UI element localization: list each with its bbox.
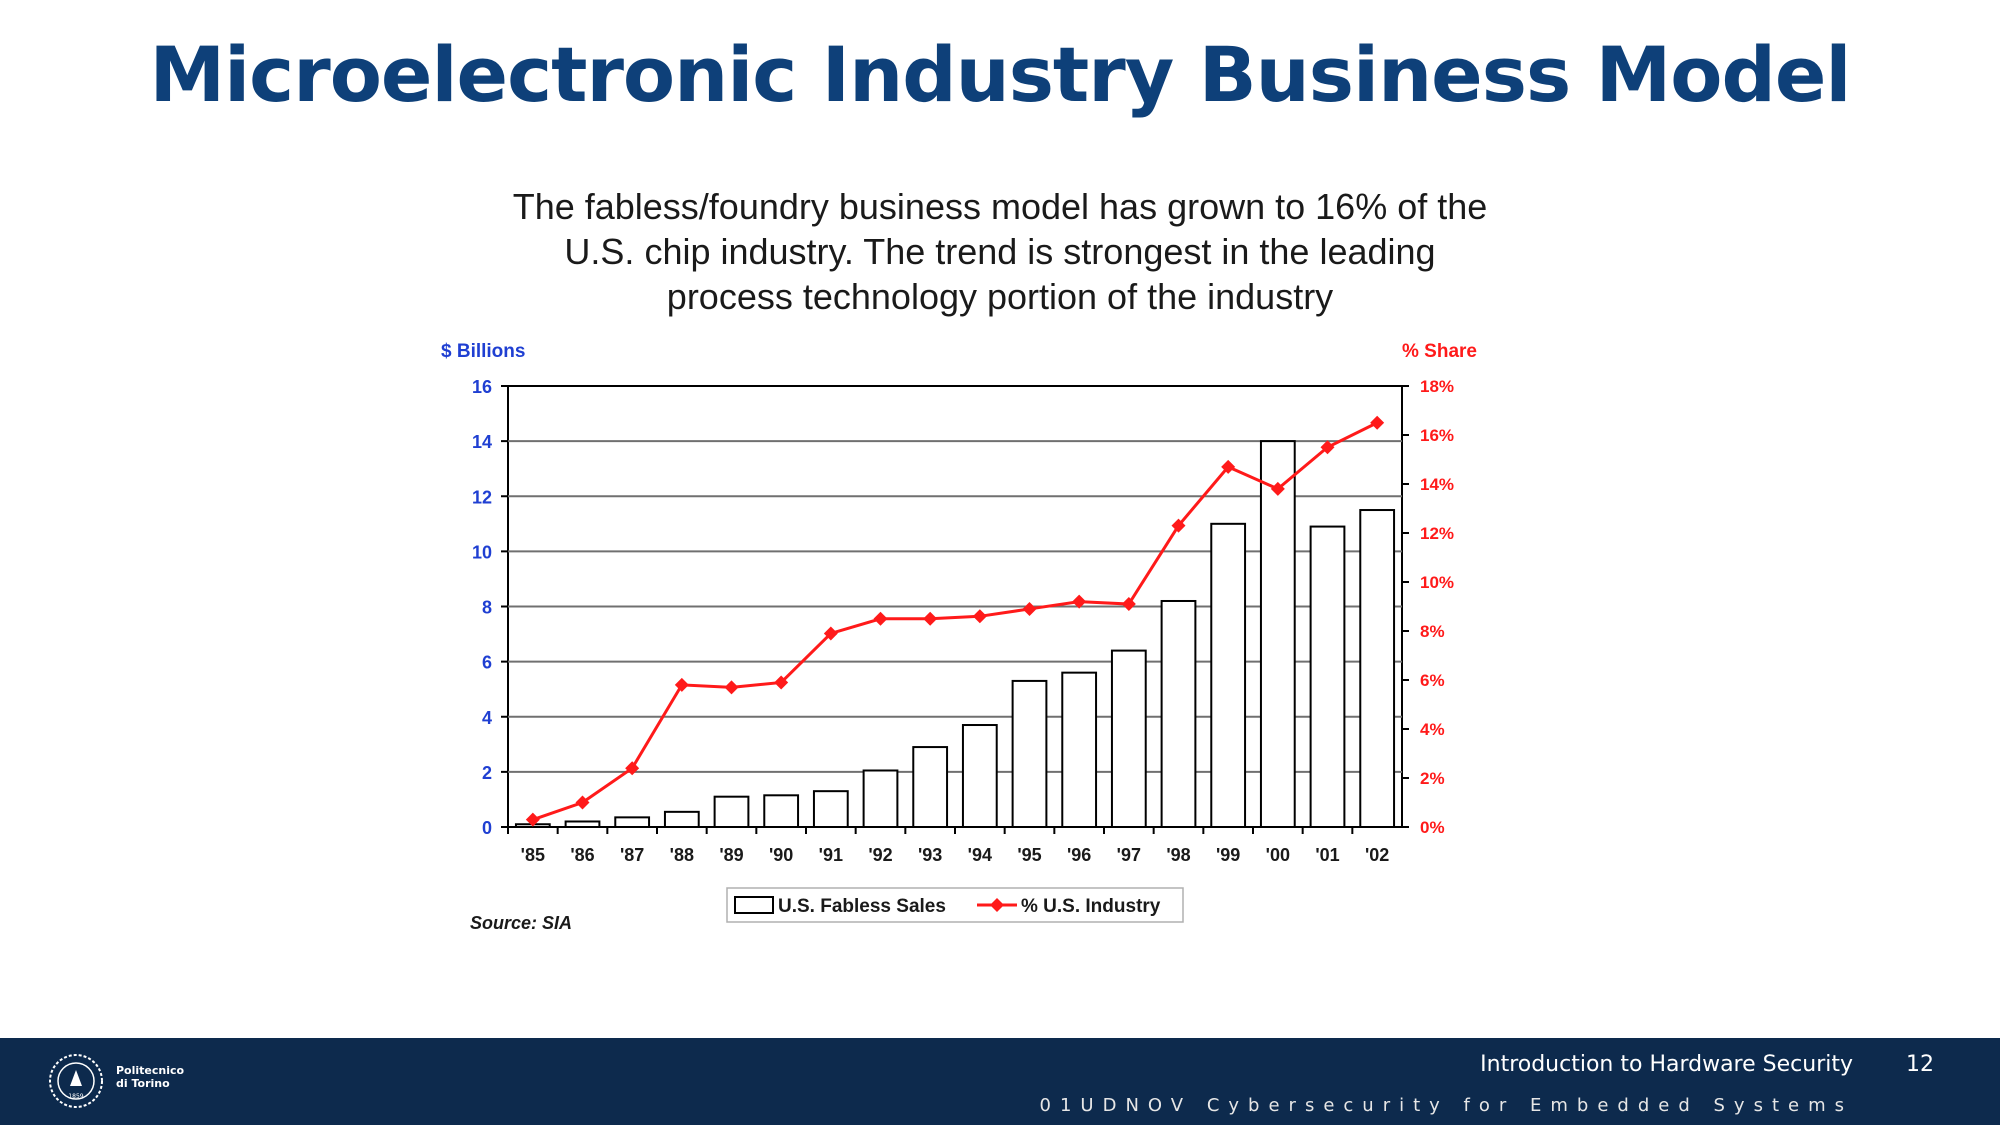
bar xyxy=(1259,440,1296,828)
bar xyxy=(1011,679,1048,829)
x-tick-label: '91 xyxy=(819,845,843,865)
right-tick-label: 8% xyxy=(1420,622,1445,641)
x-tick-label: '96 xyxy=(1067,845,1091,865)
legend xyxy=(726,887,1184,923)
legend-line-marker xyxy=(990,898,1004,912)
bar xyxy=(614,816,651,829)
bar xyxy=(564,820,601,828)
left-tick-label: 8 xyxy=(482,598,492,618)
bar xyxy=(763,794,800,828)
line-point xyxy=(923,611,938,626)
x-tick-label: '95 xyxy=(1017,845,1041,865)
right-tick-label: 0% xyxy=(1420,818,1445,837)
logo-text: Politecnico di Torino xyxy=(116,1064,184,1090)
line-series xyxy=(532,421,1378,822)
left-tick-label: 14 xyxy=(472,432,492,452)
line-point xyxy=(823,626,838,641)
seal-icon: 1859 xyxy=(49,1054,103,1108)
politecnico-logo: 1859 Politecnico di Torino xyxy=(46,1048,236,1114)
line-point xyxy=(724,680,739,695)
right-tick-label: 14% xyxy=(1420,475,1454,494)
line-point xyxy=(873,611,888,626)
line-point xyxy=(575,795,590,810)
bar xyxy=(1359,509,1396,828)
line-point xyxy=(1121,597,1136,612)
logo-line: Politecnico xyxy=(116,1064,185,1077)
line-point xyxy=(774,675,789,690)
bar xyxy=(1061,671,1098,829)
x-tick-label: '99 xyxy=(1216,845,1240,865)
course-title: Introduction to Hardware Security xyxy=(1480,1052,1853,1077)
bar xyxy=(912,746,949,828)
x-tick-label: '01 xyxy=(1315,845,1339,865)
x-tick-label: '02 xyxy=(1365,845,1389,865)
slide-title: Microelectronic Industry Business Model xyxy=(149,30,1852,119)
x-tick-label: '00 xyxy=(1266,845,1290,865)
line-point xyxy=(1221,459,1236,474)
footer: 1859 Politecnico di Torino Introduction … xyxy=(0,1038,2000,1125)
chart: 0 2 4 6 8 10 12 14 16 0% 2% 4% 6% 8% 10% 12% 14% 16% 18% $ … xyxy=(441,341,1477,933)
bar xyxy=(1210,522,1247,828)
x-tick-label: '87 xyxy=(620,845,644,865)
bar xyxy=(1309,525,1346,828)
line-point xyxy=(1171,518,1186,533)
logo-line: di Torino xyxy=(116,1077,170,1090)
left-tick-label: 6 xyxy=(482,653,492,673)
right-tick-label: 2% xyxy=(1420,769,1445,788)
left-tick-label: 10 xyxy=(472,542,492,562)
y-left-label: $ Billions xyxy=(441,341,525,362)
line-point xyxy=(1370,415,1385,430)
logo-year: 1859 xyxy=(68,1093,83,1100)
x-tick-label: '94 xyxy=(968,845,992,865)
left-tick-label: 0 xyxy=(482,818,492,838)
line-point xyxy=(525,812,540,827)
line-point xyxy=(625,761,640,776)
line-point xyxy=(1270,481,1285,496)
right-tick-label: 4% xyxy=(1420,720,1445,739)
bar xyxy=(663,810,700,829)
right-tick-label: 10% xyxy=(1420,573,1454,592)
bar xyxy=(1110,649,1147,828)
chart-title: The fabless/foundry business model has g… xyxy=(400,184,1600,319)
chart-title-line: The fabless/foundry business model has g… xyxy=(512,186,1488,227)
right-tick-label: 6% xyxy=(1420,671,1445,690)
legend-bar-label: U.S. Fabless Sales xyxy=(778,896,946,917)
x-tick-label: '89 xyxy=(719,845,743,865)
x-tick-label: '90 xyxy=(769,845,793,865)
bar xyxy=(713,795,750,829)
chart-title-line: process technology portion of the indust… xyxy=(666,276,1334,317)
left-tick-label: 16 xyxy=(472,377,492,397)
right-tick-label: 18% xyxy=(1420,377,1454,396)
legend-line-label: % U.S. Industry xyxy=(1021,896,1161,917)
y-right-label: % Share xyxy=(1402,341,1477,362)
course-subtitle: 01UDNOV Cybersecurity for Embedded Syste… xyxy=(1039,1095,1853,1116)
chart-source: Source: SIA xyxy=(470,913,572,933)
left-tick-label: 4 xyxy=(482,708,492,728)
line-point xyxy=(972,609,987,624)
x-tick-label: '88 xyxy=(670,845,694,865)
line-point xyxy=(1072,594,1087,609)
chart-title-line: U.S. chip industry. The trend is stronge… xyxy=(564,231,1436,272)
line-point xyxy=(1022,601,1037,616)
legend-bar-swatch xyxy=(734,896,774,914)
right-tick-label: 12% xyxy=(1420,524,1454,543)
bar xyxy=(862,769,899,829)
x-tick-label: '85 xyxy=(521,845,545,865)
bar xyxy=(961,724,998,828)
bar xyxy=(812,790,849,829)
x-tick-label: '97 xyxy=(1117,845,1141,865)
line-point xyxy=(1320,440,1335,455)
left-tick-label: 2 xyxy=(482,763,492,783)
page-number: 12 xyxy=(1906,1052,1934,1077)
left-tick-label: 12 xyxy=(472,487,492,507)
line-point xyxy=(674,677,689,692)
x-tick-label: '92 xyxy=(868,845,892,865)
x-tick-label: '86 xyxy=(570,845,594,865)
right-tick-label: 16% xyxy=(1420,426,1454,445)
x-tick-label: '98 xyxy=(1166,845,1190,865)
bar xyxy=(1160,599,1197,828)
x-tick-label: '93 xyxy=(918,845,942,865)
